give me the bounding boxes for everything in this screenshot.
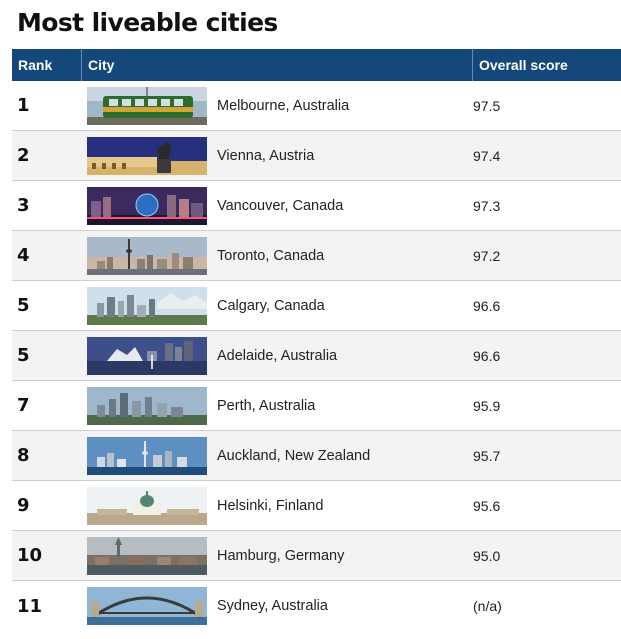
table-row: 7 Perth, Australia 95.9 <box>12 381 621 431</box>
score-cell: 97.4 <box>473 147 501 164</box>
city-cell: Adelaide, Australia <box>217 347 338 364</box>
helsinki-cathedral-image <box>87 486 207 525</box>
score-cell: 95.6 <box>473 497 501 514</box>
rank-cell: 8 <box>17 445 30 466</box>
city-column-header: City <box>82 49 473 81</box>
calgary-skyline-image <box>87 286 207 325</box>
rank-cell: 5 <box>17 345 30 366</box>
city-cell: Vancouver, Canada <box>217 197 344 214</box>
vancouver-night-image <box>87 186 207 225</box>
table-row: 5 Calgary, Canada 96.6 <box>12 281 621 331</box>
melbourne-tram-image <box>87 86 207 125</box>
vienna-statue-image <box>87 136 207 175</box>
city-cell: Helsinki, Finland <box>217 497 324 514</box>
score-cell: 96.6 <box>473 347 501 364</box>
city-cell: Melbourne, Australia <box>217 97 350 114</box>
score-cell: 95.7 <box>473 447 501 464</box>
rank-cell: 9 <box>17 495 30 516</box>
score-cell: 95.9 <box>473 397 501 414</box>
city-cell: Hamburg, Germany <box>217 547 345 564</box>
adelaide-river-image <box>87 336 207 375</box>
rank-cell: 1 <box>17 95 30 116</box>
score-column-header: Overall score <box>479 57 568 73</box>
table-row: 11 Sydney, Australia (n/a) <box>12 581 621 631</box>
table-row: 8 Auckland, New Zealand 95.7 <box>12 431 621 481</box>
city-cell: Calgary, Canada <box>217 297 325 314</box>
page-title: Most liveable cities <box>17 8 278 37</box>
table-row: 3 Vancouver, Canada 97.3 <box>12 181 621 231</box>
sydney-bridge-image <box>87 587 207 625</box>
rank-cell: 4 <box>17 245 30 266</box>
city-cell: Perth, Australia <box>217 397 316 414</box>
rank-column-header: Rank <box>12 49 82 81</box>
city-cell: Vienna, Austria <box>217 147 315 164</box>
table-row: 10 Hamburg, Germany 95.0 <box>12 531 621 581</box>
score-cell: (n/a) <box>473 598 502 614</box>
rank-cell: 7 <box>17 395 30 416</box>
rank-cell: 3 <box>17 195 30 216</box>
rank-cell: 10 <box>17 545 43 566</box>
rank-cell: 11 <box>17 595 43 617</box>
rank-cell: 5 <box>17 295 30 316</box>
auckland-tower-image <box>87 436 207 475</box>
score-cell: 96.6 <box>473 297 501 314</box>
rank-cell: 2 <box>17 145 30 166</box>
city-cell: Auckland, New Zealand <box>217 447 371 464</box>
city-cell: Sydney, Australia <box>217 598 328 614</box>
table-row: 1 Melbourne, Australia 97.5 <box>12 81 621 131</box>
table-row: 5 Adelaide, Australia 96.6 <box>12 331 621 381</box>
liveable-cities-table: Rank City Overall score 1 Melbourne, Aus… <box>12 49 621 631</box>
table-header: Rank City Overall score <box>12 49 621 81</box>
table-row: 2 Vienna, Austria 97.4 <box>12 131 621 181</box>
score-cell: 97.2 <box>473 247 501 264</box>
city-cell: Toronto, Canada <box>217 247 325 264</box>
score-cell: 95.0 <box>473 547 501 564</box>
table-row: 9 Helsinki, Finland 95.6 <box>12 481 621 531</box>
score-cell: 97.5 <box>473 97 501 114</box>
toronto-skyline-image <box>87 236 207 275</box>
score-cell: 97.3 <box>473 197 501 214</box>
perth-skyline-image <box>87 386 207 425</box>
table-row: 4 Toronto, Canada 97.2 <box>12 231 621 281</box>
hamburg-city-image <box>87 536 207 575</box>
